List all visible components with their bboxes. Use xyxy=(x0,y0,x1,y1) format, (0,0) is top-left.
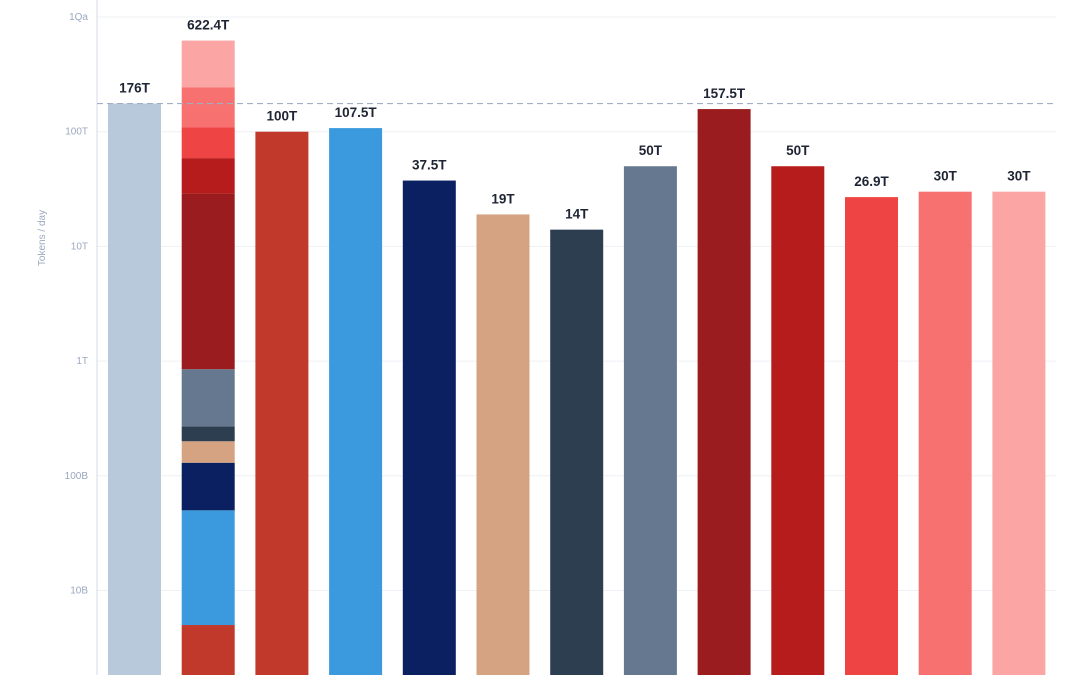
bar xyxy=(918,191,972,675)
bar-value-label: 107.5T xyxy=(335,105,378,120)
bar-value-label: 14T xyxy=(565,207,589,222)
bar xyxy=(623,166,677,675)
bar xyxy=(550,229,604,676)
stacked-bar xyxy=(181,40,235,675)
bar-value-label: 50T xyxy=(786,143,810,158)
bar xyxy=(992,191,1046,675)
bar-value-label: 19T xyxy=(491,191,515,206)
bar-segment xyxy=(181,369,235,427)
y-tick-label: 100T xyxy=(65,127,88,138)
bar xyxy=(255,131,309,675)
bar xyxy=(697,109,751,676)
bar xyxy=(402,180,456,676)
y-axis-title: Tokens / day xyxy=(37,210,48,266)
label-layer: 176T 622.4T 100T 107.5T 37.5T 19T 14T 50T 157.5T… xyxy=(119,18,1031,222)
bar-segment xyxy=(181,625,235,675)
bar-value-label: 50T xyxy=(639,143,663,158)
y-tick-label: 1T xyxy=(76,356,88,367)
bar xyxy=(845,197,898,675)
bar xyxy=(329,128,383,676)
bar-value-label: 157.5T xyxy=(703,86,746,101)
y-tick-label: 10B xyxy=(70,586,88,597)
bar-segment xyxy=(181,426,235,442)
bar-segment xyxy=(181,462,235,511)
bar-segment xyxy=(181,510,235,626)
bar-segment xyxy=(181,87,235,128)
bar-segment xyxy=(181,441,235,463)
bar-segment xyxy=(181,40,235,88)
bar-segment xyxy=(181,158,235,194)
bar-segment xyxy=(181,193,235,370)
bar-value-label: 30T xyxy=(934,169,958,184)
bar-value-label: 30T xyxy=(1007,169,1031,184)
bar-value-label: 100T xyxy=(267,109,299,124)
bar-value-label: 37.5T xyxy=(412,158,447,173)
bar-value-label: 176T xyxy=(119,81,151,96)
bar xyxy=(476,214,530,676)
bar-segment xyxy=(181,127,235,159)
bar-value-label: 26.9T xyxy=(854,174,889,189)
bar-value-label: 622.4T xyxy=(187,18,230,33)
y-tick-label: 10T xyxy=(71,241,88,252)
bar-layer xyxy=(108,40,1046,676)
bar xyxy=(771,166,825,675)
bar xyxy=(108,103,161,676)
y-tick-label: 1Qa xyxy=(69,12,88,23)
y-tick-label: 100B xyxy=(65,471,89,482)
